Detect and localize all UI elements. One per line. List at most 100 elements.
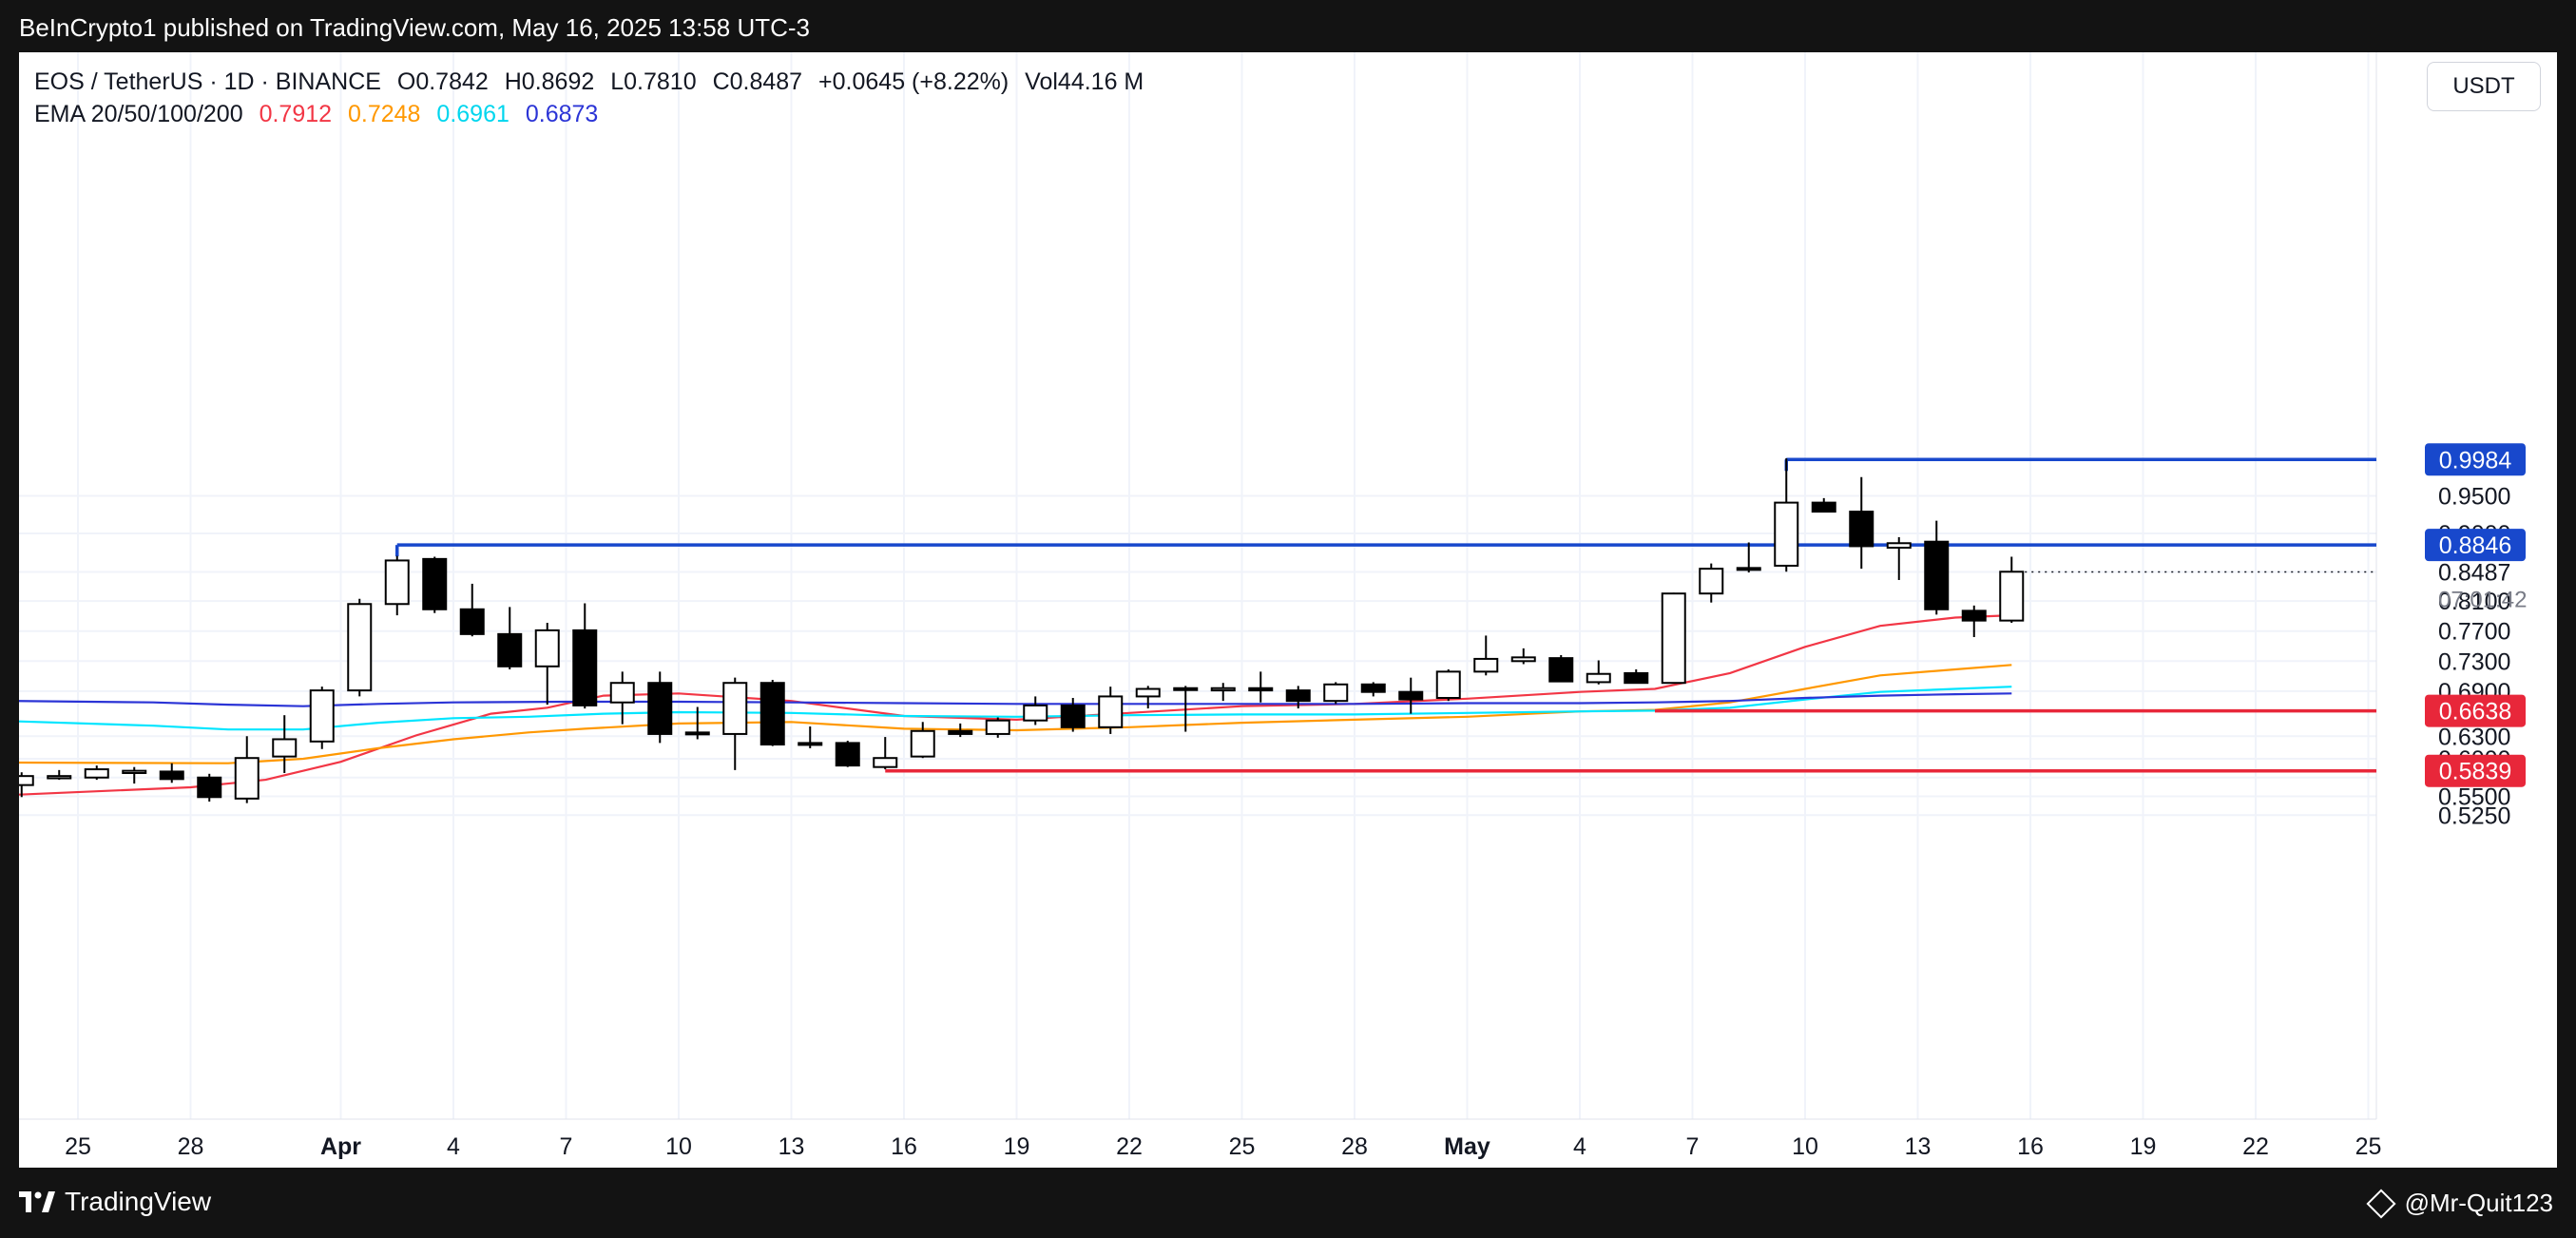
ema-line-1	[19, 614, 2012, 796]
x-tick-label: 25	[65, 1133, 91, 1160]
candle-body	[234, 757, 260, 800]
candle-body	[534, 629, 560, 667]
candle-body	[798, 742, 823, 746]
candle-body	[985, 719, 1010, 735]
countdown-label: 07:01:42	[2438, 588, 2527, 613]
x-tick-label: 22	[2242, 1133, 2269, 1160]
low-value: L0.7810	[610, 68, 697, 95]
candle-body	[609, 682, 635, 704]
candle-body	[1999, 571, 2025, 622]
candle-body	[122, 769, 147, 775]
candle-body	[1924, 540, 1950, 610]
x-tick-label: 22	[1116, 1133, 1143, 1160]
candle-body	[1849, 511, 1874, 548]
author-name: @Mr-Quit123	[2404, 1189, 2553, 1217]
y-tick-label: 0.8487	[2438, 560, 2510, 587]
candle-body	[1699, 568, 1724, 595]
support-price-badge	[2425, 694, 2526, 727]
candle-body	[910, 729, 935, 758]
candle-body	[873, 757, 898, 768]
candle-body	[1774, 501, 1799, 567]
candle-body	[84, 768, 109, 779]
symbol-label: EOS / TetherUS · 1D · BINANCE	[34, 68, 381, 95]
candle-body	[684, 731, 710, 736]
ema-row: EMA 20/50/100/200 0.7912 0.7248 0.6961 0…	[34, 98, 1153, 130]
y-tick-label: 0.7700	[2438, 619, 2510, 646]
candle-body	[1248, 687, 1274, 692]
bottom-bar: TradingView @Mr-Quit123	[0, 1168, 2576, 1238]
candle-body	[197, 776, 222, 799]
candle-body	[647, 682, 673, 735]
x-tick-label: 25	[2355, 1133, 2382, 1160]
candle-body	[948, 729, 973, 735]
diamond-icon	[2366, 1188, 2396, 1219]
candle-body	[19, 775, 34, 786]
candle-body	[1360, 683, 1386, 693]
resistance-price-badge	[2425, 443, 2526, 476]
candle-body	[309, 689, 335, 743]
ema-line-3	[19, 686, 2012, 731]
y-tick-label: 0.5250	[2438, 803, 2510, 829]
x-tick-label: 13	[1905, 1133, 1932, 1160]
x-tick-label: 28	[1341, 1133, 1368, 1160]
candle-body	[1060, 704, 1086, 728]
x-tick-label: 10	[1792, 1133, 1818, 1160]
candle-body	[347, 603, 373, 692]
candle-body	[1661, 592, 1686, 685]
y-tick-label: 0.5500	[2438, 784, 2510, 811]
x-tick-label: 19	[1004, 1133, 1030, 1160]
support-price-label: 0.5839	[2439, 759, 2511, 785]
candle-body	[1398, 690, 1424, 701]
candle-body	[272, 738, 298, 758]
candle-body	[47, 775, 72, 780]
candle-body	[1473, 657, 1499, 673]
x-tick-label: 16	[2017, 1133, 2044, 1160]
x-tick-label: 10	[665, 1133, 692, 1160]
x-tick-label: Apr	[320, 1133, 361, 1160]
resistance-price-label: 0.9984	[2439, 447, 2512, 474]
candle-body	[1886, 542, 1912, 550]
ema100-value: 0.6961	[436, 101, 509, 127]
resistance-price-badge	[2425, 529, 2526, 562]
candle-body	[1135, 687, 1161, 698]
candle-body	[1173, 687, 1199, 691]
candle-body	[497, 632, 523, 667]
candle-body	[1435, 670, 1461, 700]
resistance-price-label: 0.8846	[2439, 532, 2511, 559]
x-tick-label: 16	[891, 1133, 917, 1160]
candlestick-chart[interactable]: 0.95000.90000.84870.81000.77000.73000.69…	[19, 52, 2557, 1168]
candle-body	[835, 742, 860, 767]
ohlc-row: EOS / TetherUS · 1D · BINANCE O0.7842 H0…	[34, 66, 1153, 98]
candle-body	[1510, 656, 1536, 663]
y-tick-label: 0.6300	[2438, 724, 2510, 750]
ema200-value: 0.6873	[525, 101, 599, 127]
x-tick-label: 4	[1573, 1133, 1586, 1160]
tradingview-logo-icon	[19, 1191, 55, 1212]
currency-button[interactable]: USDT	[2427, 62, 2541, 111]
chart-area[interactable]: 0.95000.90000.84870.81000.77000.73000.69…	[19, 52, 2557, 1168]
candle-body	[1811, 501, 1836, 513]
y-tick-label: 0.8100	[2438, 589, 2510, 615]
candle-body	[422, 557, 448, 610]
support-price-badge	[2425, 754, 2526, 787]
tradingview-logo[interactable]: TradingView	[19, 1187, 211, 1217]
candle-body	[1961, 609, 1987, 622]
candle-body	[1023, 704, 1048, 722]
candle-body	[384, 559, 410, 606]
candle-body	[1098, 695, 1124, 728]
tradingview-brand: TradingView	[65, 1187, 212, 1216]
candle-body	[1323, 683, 1349, 703]
ema50-value: 0.7248	[348, 101, 421, 127]
support-price-label: 0.6638	[2439, 699, 2511, 725]
candle-body	[1548, 657, 1574, 683]
top-bar: BeInCrypto1 published on TradingView.com…	[0, 0, 2576, 52]
x-tick-label: 4	[447, 1133, 460, 1160]
candle-body	[159, 770, 184, 781]
ema-label: EMA 20/50/100/200	[34, 101, 243, 127]
x-tick-label: May	[1444, 1133, 1490, 1160]
x-tick-label: 13	[779, 1133, 805, 1160]
y-tick-label: 0.9500	[2438, 484, 2510, 511]
author-tag[interactable]: @Mr-Quit123	[2366, 1188, 2553, 1219]
x-tick-label: 19	[2130, 1133, 2157, 1160]
candle-body	[1586, 672, 1611, 684]
